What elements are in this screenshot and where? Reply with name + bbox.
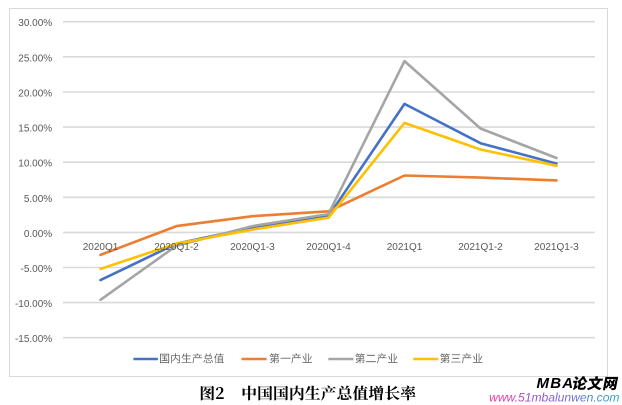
svg-text:2020Q1-2: 2020Q1-2 <box>154 242 199 253</box>
svg-text:25.00%: 25.00% <box>18 53 52 64</box>
svg-text:2021Q1: 2021Q1 <box>387 242 423 253</box>
svg-text:-5.00%: -5.00% <box>21 264 53 275</box>
svg-text:0.00%: 0.00% <box>24 229 52 240</box>
svg-text:15.00%: 15.00% <box>18 124 52 135</box>
svg-text:20.00%: 20.00% <box>18 89 52 100</box>
svg-text:2020Q1: 2020Q1 <box>83 242 119 253</box>
svg-text:-15.00%: -15.00% <box>15 334 52 345</box>
svg-text:-10.00%: -10.00% <box>15 299 52 310</box>
svg-text:2020Q1-3: 2020Q1-3 <box>230 242 275 253</box>
svg-text:2021Q1-2: 2021Q1-2 <box>458 242 503 253</box>
svg-text:2021Q1-3: 2021Q1-3 <box>534 242 579 253</box>
svg-text:5.00%: 5.00% <box>24 194 52 205</box>
svg-text:10.00%: 10.00% <box>18 159 52 170</box>
svg-text:MBA: MBA <box>537 375 575 392</box>
svg-text:www.51mbalunwen.com: www.51mbalunwen.com <box>489 390 619 404</box>
svg-text:30.00%: 30.00% <box>18 18 52 29</box>
svg-text:2020Q1-4: 2020Q1-4 <box>306 242 351 253</box>
